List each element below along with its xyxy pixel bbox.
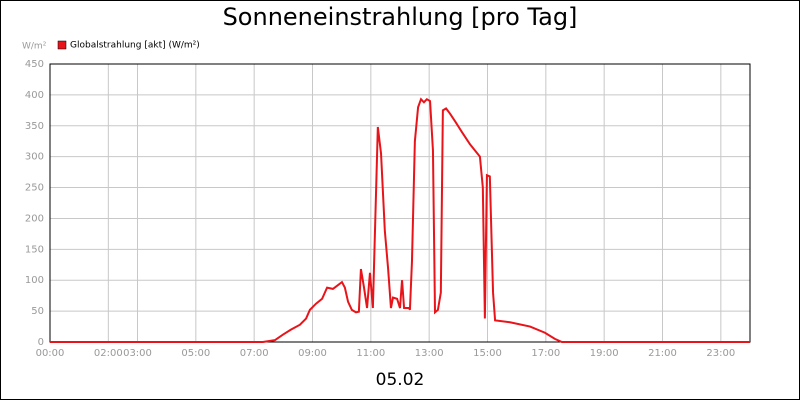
x-axis-label: 05.02 bbox=[376, 370, 425, 390]
y-tick-label: 100 bbox=[25, 275, 44, 286]
x-tick-label: 15:00 bbox=[473, 348, 502, 359]
y-tick-label: 200 bbox=[25, 213, 44, 224]
x-tick-label: 02:00 bbox=[94, 348, 123, 359]
x-tick-label: 00:00 bbox=[36, 348, 65, 359]
chart-title: Sonneneinstrahlung [pro Tag] bbox=[223, 3, 578, 31]
x-tick-label: 03:00 bbox=[123, 348, 152, 359]
x-tick-label: 11:00 bbox=[356, 348, 385, 359]
data-line bbox=[50, 97, 750, 343]
y-tick-label: 300 bbox=[25, 152, 44, 163]
x-tick-label: 19:00 bbox=[590, 348, 619, 359]
x-tick-label: 23:00 bbox=[706, 348, 735, 359]
plot-border bbox=[49, 63, 751, 343]
x-tick-label: 21:00 bbox=[648, 348, 677, 359]
y-axis-label: W/m² bbox=[22, 42, 47, 52]
x-tick-label: 05:00 bbox=[181, 348, 210, 359]
y-tick-label: 150 bbox=[25, 244, 44, 255]
y-tick-label: 0 bbox=[38, 337, 44, 348]
y-tick-label: 400 bbox=[25, 90, 44, 101]
y-tick-label: 450 bbox=[25, 59, 44, 70]
x-tick-label: 09:00 bbox=[298, 348, 327, 359]
x-tick-label: 17:00 bbox=[531, 348, 560, 359]
y-tick-label: 250 bbox=[25, 183, 44, 194]
y-tick-label: 50 bbox=[31, 306, 44, 317]
x-tick-label: 13:00 bbox=[415, 348, 444, 359]
y-tick-label: 350 bbox=[25, 121, 44, 132]
legend-label: Globalstrahlung [akt] (W/m²) bbox=[70, 41, 200, 51]
x-tick-label: 07:00 bbox=[240, 348, 269, 359]
legend-swatch bbox=[57, 40, 67, 50]
